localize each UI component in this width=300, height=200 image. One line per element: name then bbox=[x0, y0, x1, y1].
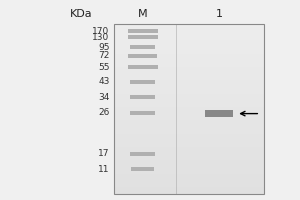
Text: 43: 43 bbox=[98, 77, 110, 86]
Bar bbox=[130, 45, 155, 49]
Bar bbox=[130, 95, 155, 99]
Text: 170: 170 bbox=[92, 26, 110, 36]
Bar bbox=[131, 167, 154, 171]
Bar bbox=[130, 111, 155, 115]
Text: 11: 11 bbox=[98, 164, 110, 173]
Text: 95: 95 bbox=[98, 43, 110, 51]
Bar bbox=[128, 54, 157, 58]
Bar bbox=[205, 110, 233, 117]
Bar bbox=[130, 152, 155, 156]
Bar bbox=[128, 29, 158, 33]
Text: M: M bbox=[138, 9, 147, 19]
Text: 55: 55 bbox=[98, 62, 110, 72]
Text: 72: 72 bbox=[98, 51, 110, 60]
Bar bbox=[114, 24, 264, 194]
Text: 1: 1 bbox=[215, 9, 223, 19]
Bar bbox=[130, 80, 155, 84]
Text: 26: 26 bbox=[98, 108, 110, 117]
Text: 130: 130 bbox=[92, 32, 110, 42]
Text: 34: 34 bbox=[98, 92, 110, 102]
Text: 17: 17 bbox=[98, 150, 110, 158]
Bar bbox=[128, 35, 158, 39]
Bar bbox=[128, 65, 158, 69]
Text: KDa: KDa bbox=[70, 9, 92, 19]
